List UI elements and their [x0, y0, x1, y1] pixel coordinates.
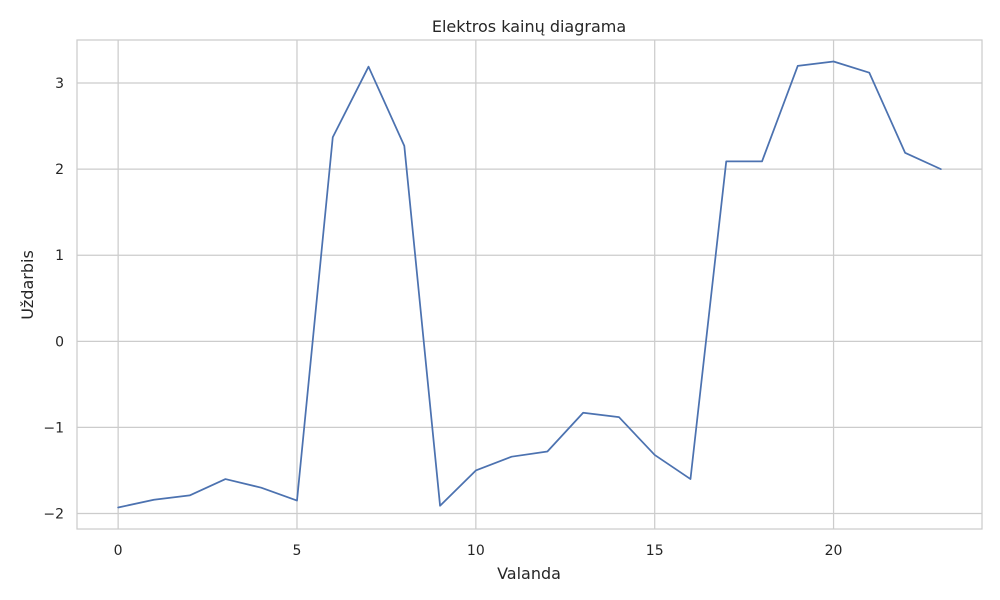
y-tick-label: 1	[55, 248, 64, 264]
y-tick-label: −1	[43, 420, 64, 436]
x-tick-labels: 0 5 10 15 20	[114, 543, 843, 559]
chart-title: Elektros kainų diagrama	[432, 17, 626, 36]
series-layer	[117, 60, 942, 509]
x-tick-label: 20	[825, 543, 843, 559]
series-line	[117, 60, 942, 509]
y-tick-label: 2	[55, 162, 64, 178]
x-tick-label: 15	[646, 543, 664, 559]
x-tick-label: 10	[467, 543, 485, 559]
y-axis-label: Uždarbis	[18, 250, 37, 320]
plot-frame	[76, 39, 983, 530]
x-axis-label: Valanda	[497, 564, 561, 583]
y-tick-labels: −2 −1 0 1 2 3	[43, 76, 64, 522]
y-tick-label: 3	[55, 76, 64, 92]
x-tick-label: 5	[293, 543, 302, 559]
x-tick-label: 0	[114, 543, 123, 559]
y-tick-label: −2	[43, 507, 64, 523]
y-tick-label: 0	[55, 334, 64, 350]
grid-lines	[77, 40, 982, 529]
